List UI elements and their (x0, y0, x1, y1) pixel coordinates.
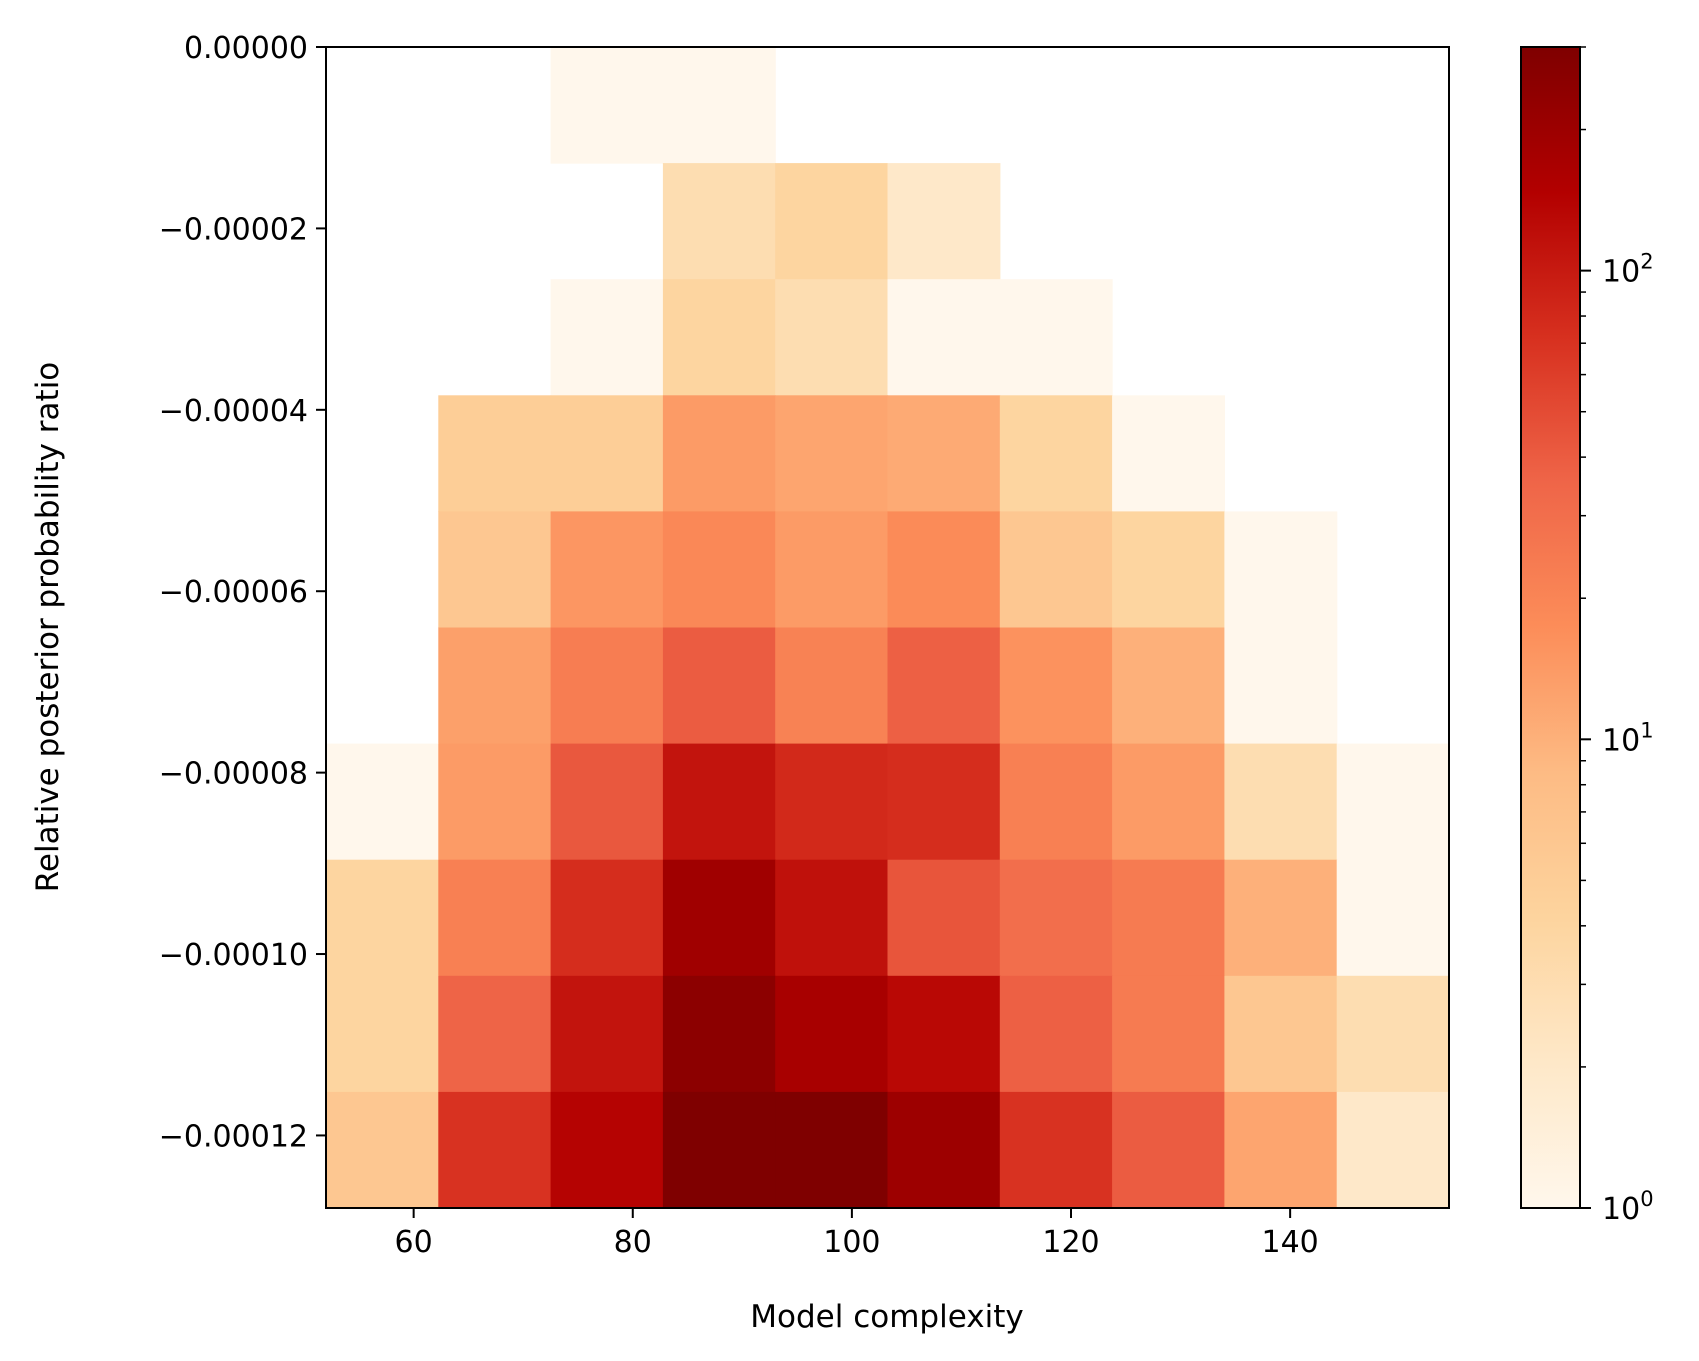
heatmap-cell (662, 975, 776, 1093)
heatmap-cell (887, 163, 1001, 280)
heatmap-cell (550, 859, 664, 977)
plot-frame (325, 46, 1450, 1209)
x-tick-label: 120 (1042, 1225, 1099, 1260)
heatmap-cell (550, 279, 664, 396)
heatmap-cell (438, 511, 552, 629)
heatmap-cell (775, 395, 889, 512)
heatmap-cell (550, 395, 664, 512)
heatmap-cells (326, 47, 1450, 1209)
heatmap-cell (1112, 975, 1225, 1093)
x-axis-label: Model complexity (750, 1299, 1023, 1335)
heatmap-cell (550, 627, 664, 745)
heatmap-cell (1224, 511, 1338, 629)
heatmap-cell (1336, 743, 1450, 861)
colorbar-tick-label: 101 (1602, 718, 1654, 758)
heatmap-cell (326, 975, 439, 1093)
heatmap-cell (775, 975, 889, 1093)
heatmap-cell (887, 395, 1001, 512)
colorbar-tick-label: 100 (1602, 1187, 1654, 1227)
x-tick-label: 140 (1262, 1225, 1319, 1260)
y-tick-label: −0.00010 (159, 938, 308, 973)
heatmap-cell (999, 279, 1113, 396)
heatmap-cell (662, 395, 776, 512)
heatmap-cell (1112, 743, 1225, 861)
heatmap-cell (1112, 1091, 1225, 1209)
heatmap-cell (1336, 859, 1450, 977)
x-tick-label: 100 (823, 1225, 880, 1260)
heatmap-cell (550, 743, 664, 861)
heatmap-cell (662, 511, 776, 629)
heatmap-cell (775, 1091, 889, 1209)
heatmap-cell (775, 511, 889, 629)
y-tick-label: −0.00004 (159, 394, 308, 429)
y-axis: 0.00000 −0.00002 −0.00004 −0.00006 −0.00008 −… (159, 31, 326, 1154)
heatmap-cell (326, 743, 439, 861)
heatmap-cell (887, 975, 1001, 1093)
x-axis: 60 80 100 120 140 (395, 1208, 1319, 1260)
x-tick-label: 60 (395, 1225, 433, 1260)
heatmap-cell (999, 395, 1113, 512)
heatmap-cell (775, 279, 889, 396)
heatmap-cell (662, 163, 776, 280)
colorbar-bar (1520, 46, 1581, 1209)
y-tick-label: −0.00006 (159, 575, 308, 610)
heatmap-cell (438, 975, 552, 1093)
heatmap-cell (1224, 627, 1338, 745)
heatmap-cell (550, 511, 664, 629)
heatmap-cell (662, 47, 776, 164)
heatmap-cell (775, 163, 889, 280)
heatmap-cell (1112, 511, 1225, 629)
heatmap-cell (1224, 743, 1338, 861)
heatmap-cell (550, 47, 664, 164)
heatmap-cell (662, 279, 776, 396)
heatmap-cell (1112, 627, 1225, 745)
colorbar: 100 101 102 (1520, 46, 1654, 1227)
heatmap-cell (438, 1091, 552, 1209)
heatmap-cell (1336, 1091, 1450, 1209)
y-axis-label: Relative posterior probability ratio (30, 362, 66, 893)
heatmap-cell (887, 279, 1001, 396)
heatmap-cell (550, 1091, 664, 1209)
heatmap-cell (1112, 859, 1225, 977)
y-tick-label: −0.00008 (159, 757, 308, 792)
y-tick-label: −0.00002 (159, 212, 308, 247)
y-tick-label: 0.00000 (184, 31, 308, 66)
heatmap-cell (326, 859, 439, 977)
heatmap-cell (662, 743, 776, 861)
heatmap-cell (550, 975, 664, 1093)
heatmap-cell (1112, 395, 1225, 512)
heatmap-cell (999, 859, 1113, 977)
heatmap-cell (438, 859, 552, 977)
heatmap-cell (887, 511, 1001, 629)
heatmap-cell (887, 743, 1001, 861)
heatmap-cell (1336, 975, 1450, 1093)
heatmap-cell (438, 627, 552, 745)
heatmap-cell (775, 627, 889, 745)
heatmap-cell (887, 1091, 1001, 1209)
heatmap-cell (662, 1091, 776, 1209)
heatmap-cell (999, 627, 1113, 745)
colorbar-ticks: 100 101 102 (1580, 46, 1654, 1227)
heatmap-cell (887, 627, 1001, 745)
heatmap-cell (1224, 975, 1338, 1093)
heatmap-cell (662, 859, 776, 977)
heatmap-cell (775, 743, 889, 861)
heatmap-cell (438, 395, 552, 512)
heatmap-cell (438, 743, 552, 861)
heatmap-cell (775, 859, 889, 977)
x-tick-label: 80 (614, 1225, 652, 1260)
heatmap-cell (662, 627, 776, 745)
heatmap-cell (1224, 1091, 1338, 1209)
heatmap-cell (1224, 859, 1338, 977)
heatmap-cell (999, 743, 1113, 861)
heatmap-cell (326, 1091, 439, 1209)
heatmap-cell (887, 859, 1001, 977)
colorbar-tick-label: 102 (1602, 250, 1654, 290)
y-tick-label: −0.00012 (159, 1119, 308, 1154)
heatmap-cell (999, 511, 1113, 629)
heatmap-cell (999, 975, 1113, 1093)
heatmap-cell (999, 1091, 1113, 1209)
